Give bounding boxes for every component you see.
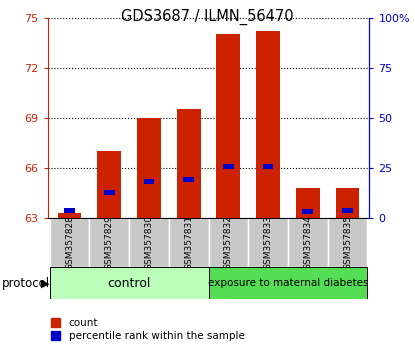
Text: GSM357832: GSM357832 [224,215,233,270]
Bar [169,218,209,267]
Bar [223,164,234,169]
Text: GDS3687 / ILMN_56470: GDS3687 / ILMN_56470 [121,9,294,25]
Text: ▶: ▶ [41,278,49,288]
Bar [328,218,367,267]
Bar [296,188,320,218]
Bar [288,218,328,267]
Text: GSM357834: GSM357834 [303,215,312,270]
Bar [263,164,273,169]
Text: GSM357828: GSM357828 [65,215,74,270]
Bar [50,218,89,267]
Bar [336,188,359,218]
Text: GSM357833: GSM357833 [264,215,273,270]
Bar [342,208,353,213]
Bar [104,190,115,195]
Legend: count, percentile rank within the sample: count, percentile rank within the sample [47,314,249,345]
Text: exposure to maternal diabetes: exposure to maternal diabetes [208,278,368,288]
Bar [217,34,240,218]
Bar [64,208,75,213]
Bar [137,118,161,218]
Bar [177,109,200,218]
Bar [50,267,209,299]
Bar [98,151,121,218]
Text: protocol: protocol [2,277,50,290]
Bar [248,218,288,267]
Bar [89,218,129,267]
Bar [256,31,280,218]
Text: GSM357829: GSM357829 [105,215,114,270]
Bar [303,209,313,213]
Bar [209,218,248,267]
Text: GSM357831: GSM357831 [184,215,193,270]
Bar [58,213,81,218]
Bar [183,177,194,182]
Text: GSM357830: GSM357830 [144,215,154,270]
Bar [209,267,367,299]
Text: control: control [107,277,151,290]
Bar [144,178,154,183]
Text: GSM357835: GSM357835 [343,215,352,270]
Bar [129,218,169,267]
